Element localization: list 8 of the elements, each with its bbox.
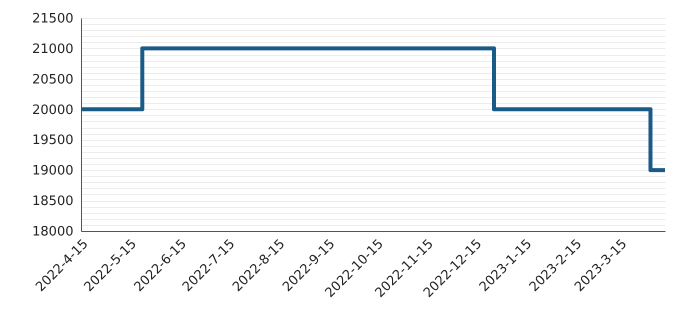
y-tick-label: 19000	[32, 164, 74, 179]
y-tick-label: 18500	[32, 194, 74, 210]
y-tick-label: 18000	[32, 224, 74, 240]
y-tick-label: 21000	[32, 42, 74, 57]
y-tick-label: 20500	[32, 72, 74, 88]
y-tick-label: 20000	[32, 102, 74, 118]
y-tick-label: 21500	[32, 12, 74, 26]
y-tick-label: 19500	[32, 133, 74, 148]
